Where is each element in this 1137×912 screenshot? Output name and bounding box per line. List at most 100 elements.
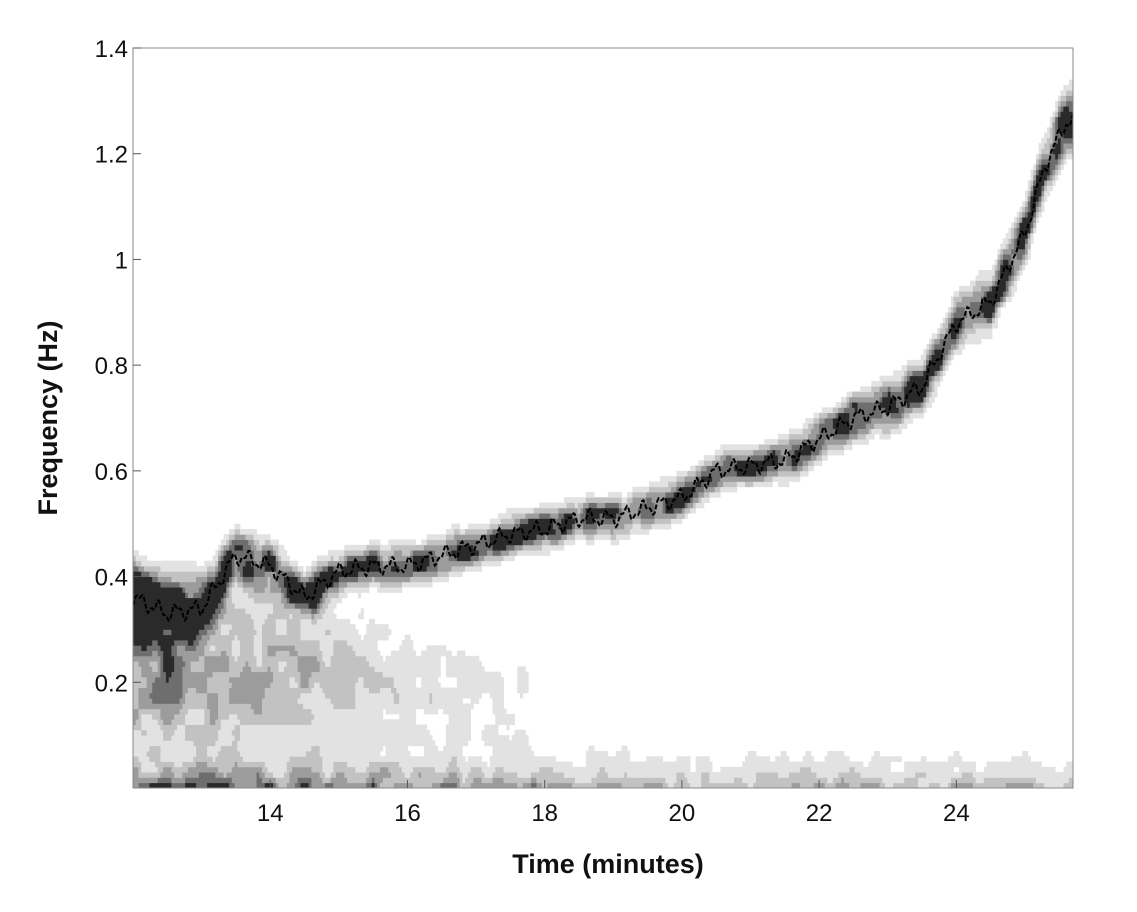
contour-cell (215, 550, 219, 562)
contour-cell (766, 470, 771, 477)
contour-cell (972, 291, 976, 303)
contour-cell (569, 507, 573, 514)
contour-cell (986, 280, 990, 287)
contour-cell (234, 550, 238, 556)
contour-cell (725, 486, 729, 493)
contour-cell (989, 777, 993, 788)
contour-cell (742, 782, 746, 788)
contour-cell (780, 476, 784, 488)
contour-cell (780, 751, 784, 778)
contour-cell (154, 703, 159, 710)
contour-cell (901, 782, 905, 788)
contour-cell (703, 465, 708, 472)
contour-cell (591, 777, 595, 788)
contour-cell (547, 782, 551, 788)
contour-cell (404, 555, 408, 562)
contour-cell (948, 312, 952, 318)
contour-cell (555, 507, 559, 514)
contour-cell (382, 624, 386, 641)
contour-cell (308, 708, 312, 725)
contour-cell (1044, 180, 1048, 186)
contour-cell (473, 560, 477, 567)
contour-cell (948, 307, 952, 313)
contour-cell (989, 317, 993, 324)
contour-cell (281, 650, 285, 662)
contour-cell (484, 724, 488, 747)
contour-cell (953, 338, 957, 345)
contour-cell (267, 772, 271, 778)
contour-cell (874, 751, 878, 778)
contour-cell (509, 507, 513, 519)
contour-cell (681, 507, 686, 514)
contour-cell (712, 772, 716, 784)
contour-cell (237, 529, 241, 535)
contour-cell (780, 455, 784, 466)
contour-cell (281, 603, 285, 620)
contour-cell (388, 576, 392, 583)
contour-cell (832, 407, 836, 414)
contour-cell (418, 544, 422, 551)
contour-cell (673, 513, 677, 519)
contour-cell (421, 724, 425, 747)
contour-cell (223, 671, 227, 720)
contour-cell (541, 539, 546, 546)
contour-cell (163, 629, 167, 636)
contour-cell (934, 338, 938, 345)
contour-cell (314, 772, 318, 788)
contour-cell (514, 513, 518, 519)
contour-cell (885, 396, 889, 414)
contour-cell (997, 280, 1001, 303)
contour-cell (624, 772, 628, 788)
contour-cell (437, 571, 441, 577)
contour-cell (198, 655, 203, 673)
contour-cell (827, 407, 831, 414)
contour-cell (1022, 264, 1026, 271)
contour-cell (259, 534, 263, 546)
contour-cell (380, 655, 384, 673)
contour-cell (157, 677, 161, 704)
contour-cell (261, 566, 266, 577)
contour-cell (942, 370, 946, 377)
contour-cell (344, 566, 348, 577)
contour-cell (970, 291, 974, 297)
contour-cell (358, 782, 362, 788)
contour-cell (467, 534, 471, 540)
contour-cell (1060, 164, 1064, 170)
contour-cell (997, 761, 1001, 778)
contour-cell (248, 587, 252, 599)
contour-cell (385, 581, 389, 588)
contour-cell (133, 550, 137, 556)
contour-cell (489, 544, 493, 551)
contour-cell (272, 544, 277, 551)
contour-cell (456, 529, 460, 535)
contour-cell (363, 576, 367, 583)
contour-cell (797, 444, 801, 451)
contour-cell (223, 782, 227, 788)
contour-cell (303, 618, 307, 641)
contour-cell (1063, 766, 1067, 784)
contour-cell (407, 576, 411, 583)
contour-cell (596, 782, 600, 788)
contour-cell (251, 529, 255, 535)
contour-cell (871, 777, 875, 784)
contour-cell (478, 534, 482, 540)
contour-cell (882, 396, 886, 408)
contour-cell (256, 714, 260, 725)
contour-cell (602, 782, 606, 788)
contour-cell (533, 513, 537, 519)
contour-cell (802, 423, 806, 429)
contour-cell (1019, 217, 1023, 223)
contour-cell (410, 550, 414, 556)
contour-cell (352, 581, 356, 588)
contour-cell (648, 782, 653, 788)
contour-cell (231, 581, 235, 588)
contour-cell (909, 402, 913, 408)
contour-cell (610, 507, 614, 519)
contour-cell (223, 777, 227, 784)
contour-cell (396, 719, 400, 762)
contour-cell (303, 655, 307, 688)
contour-cell (176, 782, 181, 788)
contour-cell (220, 772, 224, 778)
contour-cell (679, 476, 683, 482)
contour-cell (1027, 190, 1031, 197)
